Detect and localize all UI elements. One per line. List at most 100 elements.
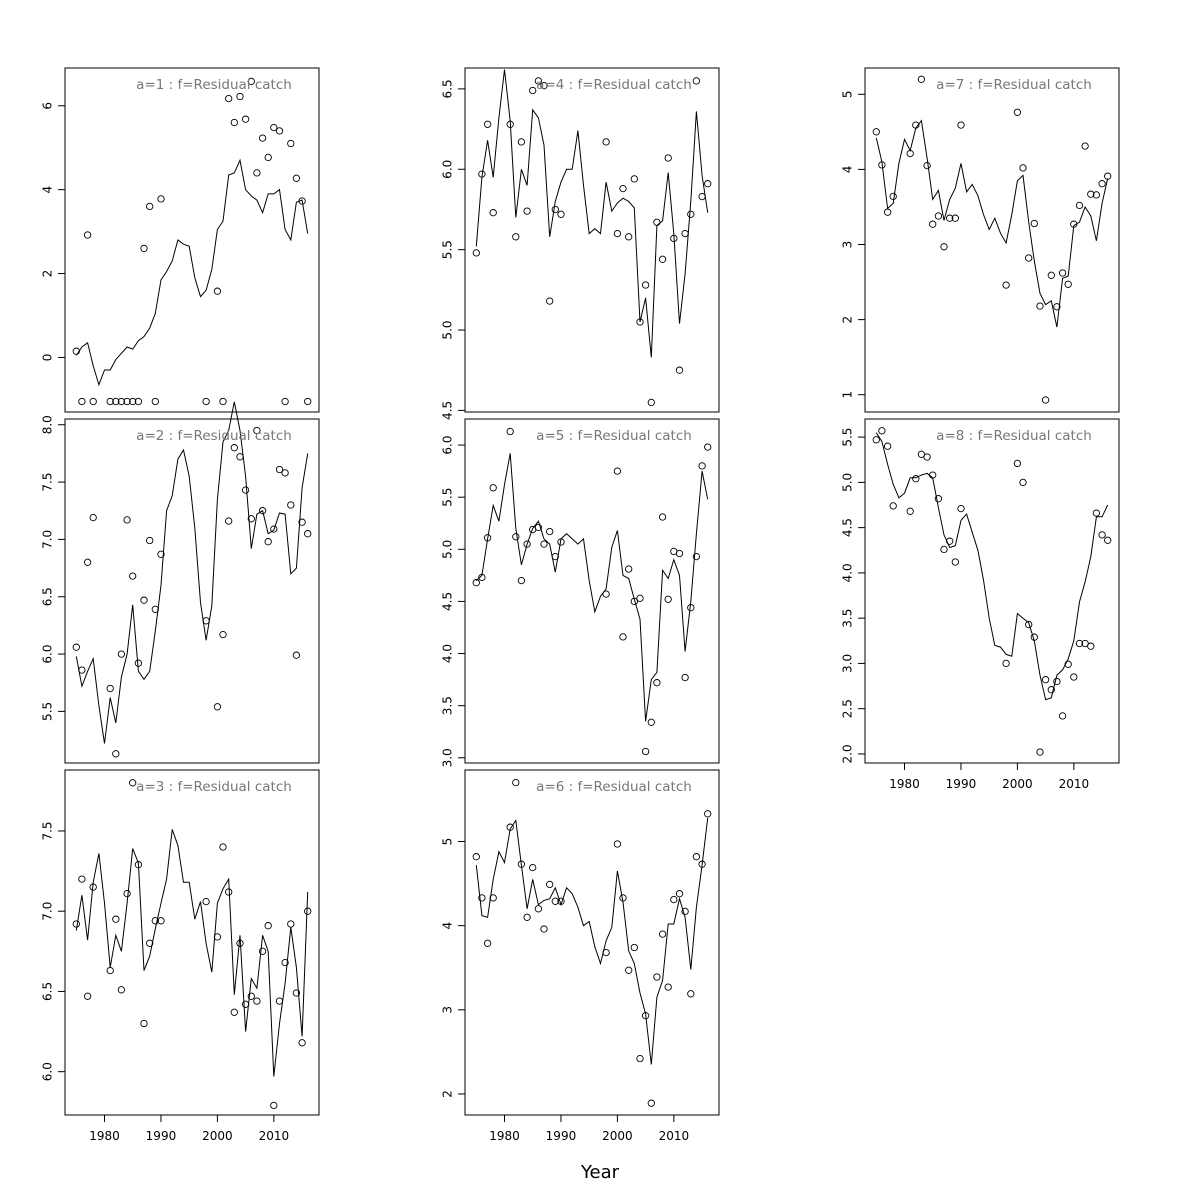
observed-point xyxy=(236,92,244,101)
observed-point xyxy=(129,397,137,406)
y-tick-label: 2 xyxy=(441,1090,455,1098)
y-tick-label: 3.0 xyxy=(441,748,455,767)
y-tick-label: 2 xyxy=(841,316,855,324)
observed-point xyxy=(934,495,943,503)
observed-point xyxy=(83,231,92,239)
observed-point xyxy=(287,501,295,509)
observed-point xyxy=(304,907,312,915)
observed-point xyxy=(512,233,520,241)
observed-point xyxy=(630,597,638,606)
panel-frame xyxy=(464,769,720,1116)
fitted-line xyxy=(475,69,709,358)
observed-point xyxy=(602,590,610,598)
x-tick-label: 2010 xyxy=(659,1129,690,1143)
observed-point xyxy=(281,469,289,477)
observed-point xyxy=(117,986,126,994)
observed-point xyxy=(241,1000,250,1008)
y-tick-label: 2.5 xyxy=(841,699,855,718)
observed-point xyxy=(1002,281,1010,289)
observed-point xyxy=(534,77,543,85)
y-tick-label: 5.0 xyxy=(841,473,855,492)
observed-point xyxy=(630,943,638,952)
y-tick-label: 3 xyxy=(441,1006,455,1014)
observed-point xyxy=(1081,639,1089,648)
observed-point xyxy=(613,840,622,848)
observed-point xyxy=(698,860,706,868)
observed-point xyxy=(951,558,959,566)
observed-point xyxy=(112,397,120,406)
observed-point xyxy=(923,453,931,461)
observed-point xyxy=(636,318,644,326)
observed-point xyxy=(78,397,86,406)
fitted-line xyxy=(875,119,1109,328)
y-tick-label: 7.5 xyxy=(41,473,55,492)
panel-frame xyxy=(864,418,1120,764)
y-tick-label: 3 xyxy=(841,241,855,249)
observed-point xyxy=(658,513,667,521)
panel-6: 2 3 4 5 1980 1990 2000 2010 a=6 : f=Residual cat… xyxy=(441,769,720,1143)
observed-point xyxy=(89,513,97,522)
observed-point xyxy=(123,516,131,524)
observed-point xyxy=(258,947,267,955)
observed-point xyxy=(546,527,554,536)
observed-point xyxy=(1041,396,1050,404)
observed-point xyxy=(83,558,92,566)
observed-point xyxy=(483,120,492,128)
observed-point xyxy=(298,518,306,526)
observed-point xyxy=(123,397,131,406)
observed-point xyxy=(236,453,244,461)
observed-point xyxy=(957,121,965,129)
observed-point xyxy=(292,651,301,659)
observed-point xyxy=(202,897,210,906)
observed-point xyxy=(912,475,920,483)
observed-point xyxy=(641,747,650,756)
panel-title: a=8 : f=Residual catch xyxy=(936,428,1092,444)
observed-point xyxy=(472,249,480,257)
observed-point xyxy=(551,897,559,905)
observed-point xyxy=(512,533,520,541)
observed-point xyxy=(557,538,565,546)
observed-point xyxy=(298,1039,306,1047)
observed-point xyxy=(512,778,520,787)
observed-point xyxy=(551,552,559,561)
y-tick-label: 4.5 xyxy=(841,518,855,537)
observed-point xyxy=(517,138,526,146)
observed-point xyxy=(883,442,892,450)
observed-point xyxy=(472,853,480,861)
observed-point xyxy=(704,443,712,451)
observed-point xyxy=(1047,271,1055,279)
observed-point xyxy=(83,992,92,1000)
observed-point xyxy=(219,397,227,406)
observed-point xyxy=(298,197,306,205)
y-tick-label: 5.5 xyxy=(841,428,855,447)
panel-title: a=4 : f=Residual catch xyxy=(536,77,692,93)
observed-point xyxy=(264,922,272,930)
observed-point xyxy=(134,397,143,406)
observed-point xyxy=(647,718,655,726)
observed-point xyxy=(1064,660,1072,668)
observed-point xyxy=(692,552,701,561)
observed-point xyxy=(1030,633,1038,641)
panel-title: a=7 : f=Residual catch xyxy=(936,77,1092,93)
y-tick-label: 6 xyxy=(41,102,55,110)
observed-point xyxy=(546,297,554,305)
observed-point xyxy=(613,467,622,475)
observed-point xyxy=(625,565,633,573)
observed-point xyxy=(523,913,531,921)
x-tick-label: 1980 xyxy=(489,1129,520,1143)
observed-point xyxy=(157,550,165,558)
y-tick-label: 2 xyxy=(41,270,55,278)
observed-point xyxy=(529,86,537,95)
observed-point xyxy=(140,1019,148,1028)
y-tick-label: 5.5 xyxy=(441,240,455,259)
observed-point xyxy=(253,426,261,435)
observed-point xyxy=(946,214,954,222)
observed-point xyxy=(670,234,678,243)
observed-point xyxy=(687,604,695,612)
observed-point xyxy=(675,549,684,558)
observed-point xyxy=(540,540,548,548)
observed-point xyxy=(529,863,537,872)
observed-point xyxy=(225,94,233,103)
x-tick-label: 2010 xyxy=(1059,777,1090,791)
observed-point xyxy=(287,139,295,148)
